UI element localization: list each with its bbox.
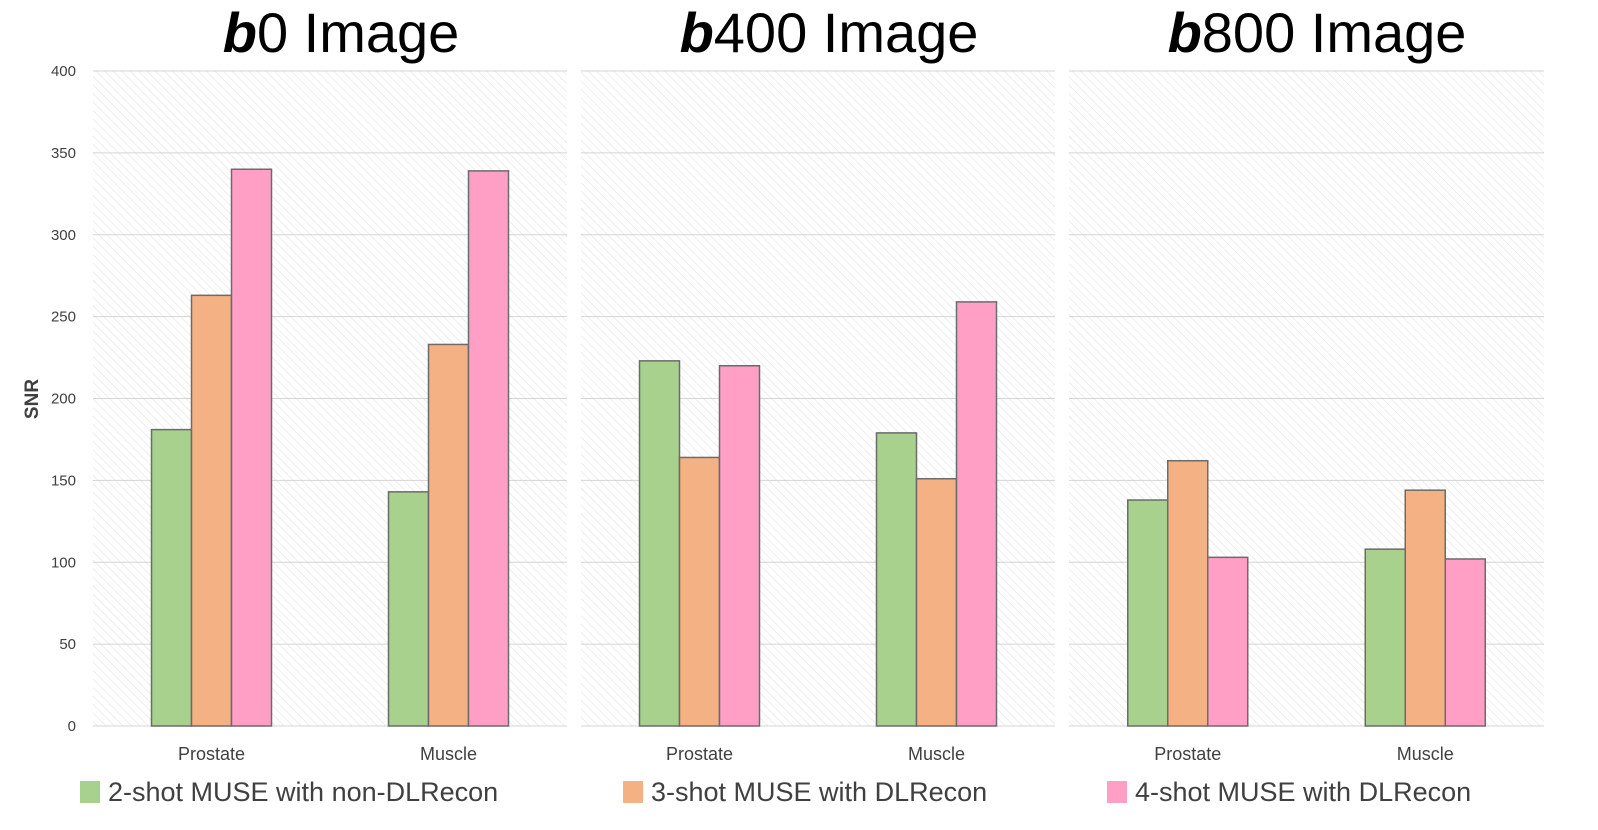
bar-muscle-series-1 xyxy=(387,491,430,727)
panel-b0: Prostate Muscle xyxy=(93,70,567,764)
panel-b800: Prostate Muscle xyxy=(1069,70,1544,764)
y-tick-label: 200 xyxy=(51,391,76,408)
bar-prostate-series-2 xyxy=(1167,459,1209,727)
bar-muscle-series-2 xyxy=(1404,489,1446,727)
chart-title-b800: b800 Image xyxy=(1168,1,1467,64)
y-tick-label: 400 xyxy=(51,63,76,80)
x-tick-label: Prostate xyxy=(178,744,245,764)
y-tick-label: 100 xyxy=(51,554,76,571)
legend-label-2shot: 2-shot MUSE with non-DLRecon xyxy=(108,777,498,807)
chart-title-b0: b0 Image xyxy=(223,1,460,64)
y-axis-label: SNR xyxy=(22,379,43,419)
legend: 2-shot MUSE with non-DLRecon 3-shot MUSE… xyxy=(80,777,1471,807)
bar-prostate-series-3 xyxy=(230,168,273,727)
x-tick-label: Muscle xyxy=(420,744,477,764)
legend-label-4shot: 4-shot MUSE with DLRecon xyxy=(1135,777,1471,807)
y-tick-label: 150 xyxy=(51,472,76,489)
y-tick-label: 50 xyxy=(59,636,76,653)
bar-prostate-series-1 xyxy=(638,360,681,727)
x-tick-label: Muscle xyxy=(908,744,965,764)
y-tick-label: 250 xyxy=(51,309,76,326)
bar-prostate-series-1 xyxy=(1127,499,1169,727)
panel-b400: Prostate Muscle xyxy=(581,70,1055,764)
x-tick-label: Prostate xyxy=(1154,744,1221,764)
x-tick-label: Prostate xyxy=(666,744,733,764)
bar-prostate-series-2 xyxy=(678,456,721,727)
bar-prostate-series-3 xyxy=(1207,556,1249,727)
y-tick-label: 350 xyxy=(51,145,76,162)
bar-muscle-series-1 xyxy=(1364,548,1406,727)
legend-swatch-3shot xyxy=(623,781,643,803)
bar-prostate-series-3 xyxy=(718,365,761,727)
y-tick-label: 0 xyxy=(68,718,76,735)
bar-muscle-series-2 xyxy=(427,343,470,727)
bar-muscle-series-3 xyxy=(467,170,510,727)
bar-prostate-series-1 xyxy=(150,428,193,727)
legend-swatch-4shot xyxy=(1107,781,1127,803)
bar-muscle-series-2 xyxy=(915,477,958,727)
legend-swatch-2shot xyxy=(80,781,100,803)
y-tick-label: 300 xyxy=(51,227,76,244)
bar-prostate-series-2 xyxy=(190,294,233,727)
bar-muscle-series-3 xyxy=(955,301,998,727)
bar-muscle-series-3 xyxy=(1444,558,1486,727)
x-tick-label: Muscle xyxy=(1397,744,1454,764)
chart-title-b400: b400 Image xyxy=(680,1,979,64)
bar-muscle-series-1 xyxy=(875,432,918,727)
y-axis-ticks: 0 50 100 150 200 250 300 350 400 xyxy=(51,63,76,735)
legend-label-3shot: 3-shot MUSE with DLRecon xyxy=(651,777,987,807)
